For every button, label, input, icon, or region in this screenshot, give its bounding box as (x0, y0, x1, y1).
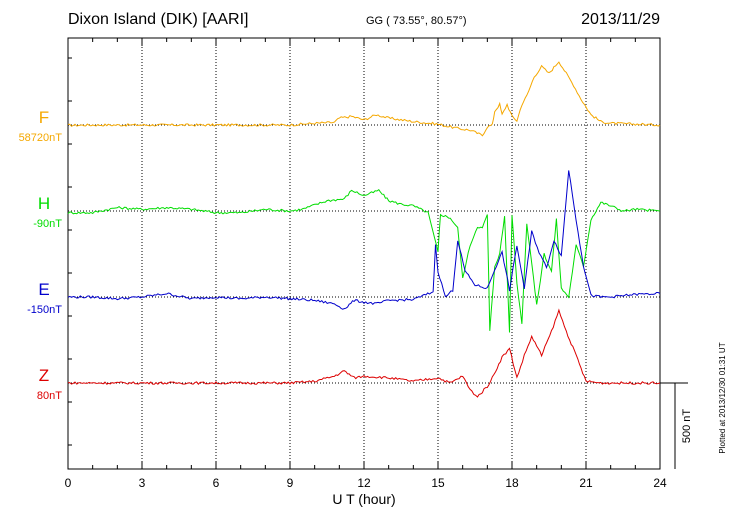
x-tick-label-24: 24 (653, 476, 667, 490)
series-baseline-label-E: -150nT (27, 304, 62, 316)
x-tick-label-0: 0 (65, 476, 72, 490)
x-tick-label-15: 15 (431, 476, 445, 490)
series-group (67, 61, 661, 398)
x-axis-label: U T (hour) (332, 491, 395, 507)
series-line-F (67, 61, 661, 137)
station-title: Dixon Island (DIK) [AARI] (68, 11, 249, 28)
series-line-E (67, 170, 661, 310)
x-tick-label-12: 12 (357, 476, 371, 490)
scale-bar: 500 nT (660, 382, 693, 469)
x-tick-label-3: 3 (139, 476, 146, 490)
series-line-H (67, 189, 661, 333)
component-labels: F 58720nT H -90nT E -150nT Z 80nT (19, 108, 63, 402)
x-tick-label-18: 18 (505, 476, 519, 490)
series-name-E: E (38, 280, 49, 299)
scale-bar-label: 500 nT (681, 409, 693, 444)
series-name-Z: Z (39, 366, 49, 385)
axis-ticks: 0 3 6 9 12 15 18 21 24 (65, 38, 667, 490)
x-tick-label-21: 21 (579, 476, 593, 490)
plotted-note: Plotted at 2013/12/30 01:31 UT (718, 342, 727, 453)
x-tick-label-6: 6 (213, 476, 220, 490)
series-line-Z (67, 308, 661, 398)
series-name-H: H (38, 194, 50, 213)
series-name-F: F (39, 108, 49, 127)
x-tick-label-9: 9 (287, 476, 294, 490)
series-baseline-label-Z: 80nT (37, 390, 62, 402)
plot-date: 2013/11/29 (581, 11, 660, 28)
grid-lines (141, 38, 587, 469)
station-coords: GG ( 73.55°, 80.57°) (366, 15, 467, 27)
series-baseline-label-H: -90nT (33, 218, 62, 230)
series-baseline-label-F: 58720nT (19, 132, 63, 144)
